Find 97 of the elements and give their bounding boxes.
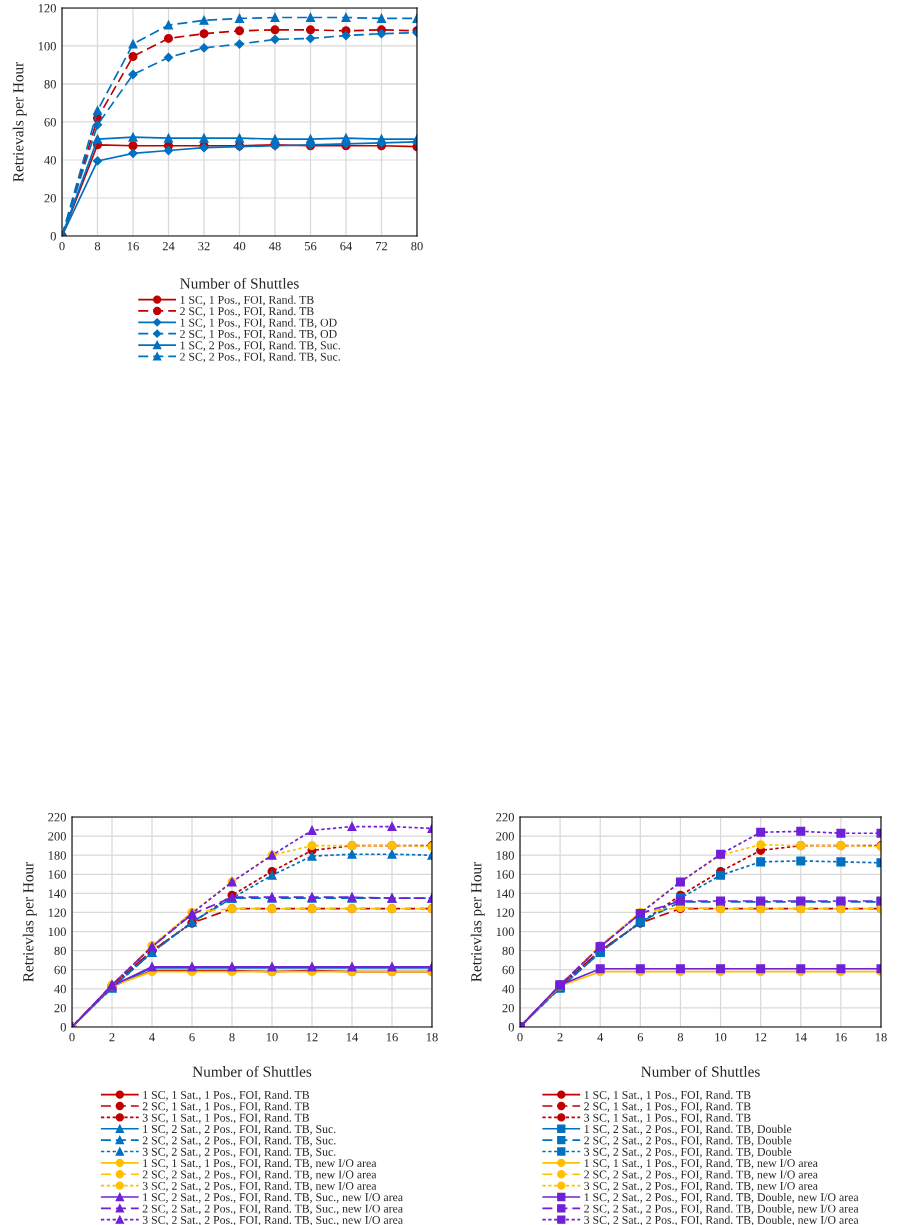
y-tick-label: 200	[48, 832, 66, 841]
legend-label: 2 SC, 2 Sat., 2 Pos., FOI, Rand. TB, Suc., new I/O area	[142, 1204, 403, 1215]
y-tick-label: 100	[48, 927, 66, 937]
legend-label: 1 SC, 1 Sat., 1 Pos., FOI, Rand. TB	[143, 1090, 310, 1101]
y-tick-label: 140	[48, 889, 66, 898]
legend-label: 2 SC, 2 Sat., 2 Pos., FOI, Rand. TB, Double	[584, 1136, 792, 1147]
legend-label: 1 SC, 2 Sat., 2 Pos., FOI, Rand. TB, Double, new I/O area	[584, 1192, 859, 1203]
x-tick-label: 10	[266, 1032, 278, 1042]
y-tick-label: 160	[48, 870, 66, 879]
y-tick-label: 100	[496, 927, 514, 937]
y-tick-label: 120	[496, 908, 514, 917]
legend-label: 3 SC, 1 Sat., 1 Pos., FOI, Rand. TB	[584, 1113, 751, 1124]
legend-label: 1 SC, 1 Sat., 1 Pos., FOI, Rand. TB	[584, 1090, 751, 1101]
x-tick-label: 16	[386, 1032, 398, 1042]
legend-label: 2 SC, 1 Pos., FOI, Rand. TB	[180, 306, 314, 317]
y-tick-label: 140	[496, 889, 514, 898]
legend-label: 2 SC, 1 Sat., 1 Pos., FOI, Rand. TB	[584, 1101, 751, 1112]
x-tick-label: 0	[517, 1032, 523, 1042]
legend-label: 3 SC, 2 Sat., 2 Pos., FOI, Rand. TB, new I/O area	[142, 1181, 377, 1192]
x-tick-label: 48	[268, 241, 281, 251]
legend-label: 1 SC, 2 Pos., FOI, Rand. TB, Suc.	[180, 340, 340, 351]
legend-label: 2 SC, 2 Sat., 2 Pos., FOI, Rand. TB, Double, new I/O area	[584, 1204, 859, 1215]
x-tick-label: 14	[346, 1032, 359, 1042]
x-axis-title: Number of Shuttles	[180, 277, 299, 289]
y-tick-label: 220	[48, 813, 66, 822]
x-tick-label: 64	[340, 241, 353, 251]
y-tick-label: 100	[38, 42, 56, 51]
legend-label: 1 SC, 2 Sat., 2 Pos., FOI, Rand. TB, Suc.	[143, 1124, 336, 1135]
legend-label: 2 SC, 2 Sat., 2 Pos., FOI, Rand. TB, Suc.	[142, 1136, 336, 1147]
y-tick-label: 120	[38, 4, 56, 13]
x-tick-label: 12	[755, 1032, 767, 1042]
y-tick-label: 0	[508, 1023, 514, 1032]
x-tick-label: 18	[426, 1032, 438, 1042]
legend-label: 2 SC, 1 Sat., 1 Pos., FOI, Rand. TB	[142, 1101, 310, 1112]
legend-label: 1 SC, 1 Pos., FOI, Rand. TB	[180, 295, 314, 306]
y-tick-label: 160	[496, 870, 514, 879]
y-tick-label: 60	[502, 965, 514, 975]
y-tick-label: 0	[60, 1023, 66, 1032]
legend-label: 3 SC, 2 Sat., 2 Pos., FOI, Rand. TB, Double, new I/O area	[584, 1215, 859, 1225]
legend-label: 1 SC, 2 Sat., 2 Pos., FOI, Rand. TB, Double	[584, 1124, 792, 1135]
y-tick-label: 20	[54, 1003, 66, 1013]
y-axis-title: Retrievlas per Hour	[470, 861, 485, 982]
y-tick-label: 120	[48, 908, 66, 917]
legend-label: 2 SC, 2 Pos., FOI, Rand. TB, Suc.	[180, 352, 340, 363]
x-tick-label: 56	[304, 241, 317, 251]
y-tick-label: 40	[44, 156, 56, 165]
y-tick-label: 40	[502, 984, 514, 994]
x-tick-label: 6	[189, 1032, 195, 1042]
legend-label: 2 SC, 2 Sat., 2 Pos., FOI, Rand. TB, new I/O area	[142, 1170, 377, 1181]
x-tick-label: 8	[94, 241, 101, 251]
legend-label: 1 SC, 1 Sat., 1 Pos., FOI, Rand. TB, new I/O area	[143, 1158, 377, 1169]
y-tick-label: 80	[502, 946, 514, 956]
x-tick-label: 4	[597, 1033, 604, 1042]
x-tick-label: 40	[233, 241, 246, 251]
x-tick-label: 80	[411, 241, 423, 251]
y-tick-label: 180	[48, 851, 66, 860]
x-tick-label: 16	[127, 241, 139, 251]
legend-label: 3 SC, 2 Sat., 2 Pos., FOI, Rand. TB, new I/O area	[584, 1181, 818, 1192]
x-tick-label: 32	[198, 241, 210, 251]
y-tick-label: 180	[496, 851, 514, 860]
x-tick-label: 4	[149, 1033, 155, 1042]
x-tick-label: 16	[835, 1032, 847, 1042]
y-axis-title: Retrievals per Hour	[12, 61, 27, 182]
y-tick-label: 220	[496, 813, 514, 822]
legend-label: 3 SC, 2 Sat., 2 Pos., FOI, Rand. TB, Suc., new I/O area	[142, 1215, 403, 1225]
y-tick-label: 60	[44, 118, 56, 127]
y-tick-label: 200	[496, 832, 514, 841]
x-tick-label: 2	[109, 1032, 115, 1042]
x-tick-label: 8	[229, 1032, 235, 1042]
x-tick-label: 10	[715, 1032, 727, 1042]
y-tick-label: 80	[54, 946, 66, 956]
legend-label: 1 SC, 1 Sat., 1 Pos., FOI, Rand. TB, new I/O area	[584, 1158, 818, 1169]
x-tick-label: 6	[637, 1032, 644, 1042]
legend-label: 1 SC, 1 Pos., FOI, Rand. TB, OD	[180, 318, 337, 329]
y-tick-label: 40	[54, 984, 66, 994]
x-tick-label: 14	[795, 1032, 807, 1042]
legend-label: 3 SC, 1 Sat., 1 Pos., FOI, Rand. TB	[142, 1113, 310, 1124]
y-tick-label: 20	[502, 1003, 514, 1013]
legend-label: 3 SC, 2 Sat., 2 Pos., FOI, Rand. TB, Double	[584, 1147, 792, 1158]
x-tick-label: 24	[162, 241, 175, 251]
x-tick-label: 0	[69, 1032, 75, 1042]
x-tick-label: 12	[306, 1032, 318, 1042]
x-tick-label: 18	[875, 1032, 887, 1042]
y-tick-label: 20	[44, 194, 56, 203]
legend-label: 1 SC, 2 Sat., 2 Pos., FOI, Rand. TB, Suc., new I/O area	[143, 1192, 403, 1203]
legend-label: 2 SC, 2 Sat., 2 Pos., FOI, Rand. TB, new I/O area	[584, 1170, 818, 1181]
y-tick-label: 80	[44, 80, 56, 89]
y-tick-label: 60	[54, 965, 66, 975]
x-tick-label: 72	[376, 241, 388, 251]
x-axis-title: Number of Shuttles	[192, 1065, 312, 1077]
y-axis-title: Retrievlas per Hour	[22, 861, 37, 982]
x-tick-label: 8	[677, 1032, 684, 1042]
x-axis-title: Number of Shuttles	[641, 1065, 760, 1077]
x-tick-label: 2	[557, 1032, 563, 1042]
legend-label: 2 SC, 1 Pos., FOI, Rand. TB, OD	[180, 329, 337, 340]
legend-label: 3 SC, 2 Sat., 2 Pos., FOI, Rand. TB, Suc.	[142, 1147, 336, 1158]
y-tick-label: 0	[50, 232, 56, 241]
